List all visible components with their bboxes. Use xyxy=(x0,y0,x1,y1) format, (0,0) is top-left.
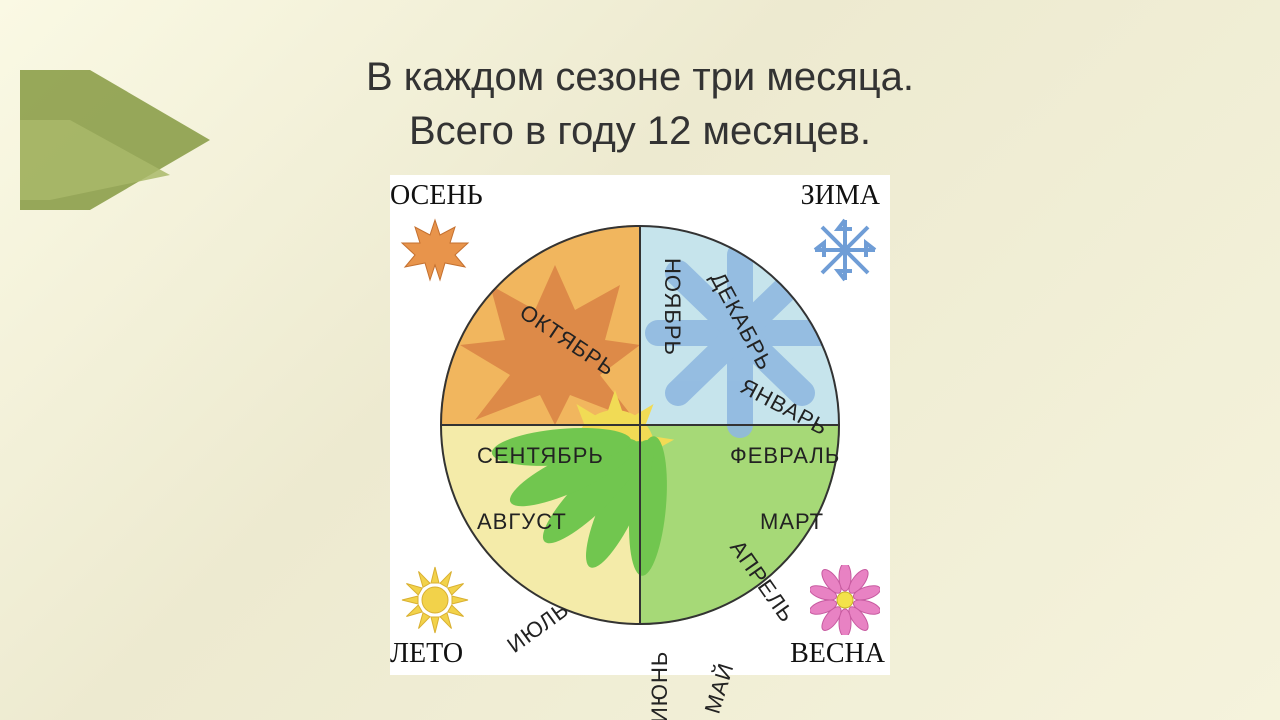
seasons-chart: ОСЕНЬ ЗИМА ЛЕТО ВЕСНА xyxy=(390,175,890,675)
month-декабрь: ДЕКАБРЬ xyxy=(705,268,778,375)
month-июль: ИЮЛЬ xyxy=(502,596,574,658)
title-line-1: В каждом сезоне три месяца. xyxy=(0,50,1280,104)
label-winter: ЗИМА xyxy=(801,180,880,212)
month-февраль: ФЕВРАЛЬ xyxy=(730,443,840,469)
slide-title: В каждом сезоне три месяца. Всего в году… xyxy=(0,50,1280,158)
months-layer: НОЯБРЬ ДЕКАБРЬ ОКТЯБРЬ ЯНВАРЬ СЕНТЯБРЬ ФЕВРАЛ… xyxy=(440,225,840,625)
month-январь: ЯНВАРЬ xyxy=(736,374,833,442)
title-line-2: Всего в году 12 месяцев. xyxy=(0,104,1280,158)
month-август: АВГУСТ xyxy=(477,509,567,535)
month-июнь: ИЮНЬ xyxy=(647,651,673,720)
seasons-circle: НОЯБРЬ ДЕКАБРЬ ОКТЯБРЬ ЯНВАРЬ СЕНТЯБРЬ ФЕВРАЛ… xyxy=(440,225,840,625)
label-spring: ВЕСНА xyxy=(790,638,885,670)
month-ноябрь: НОЯБРЬ xyxy=(659,258,685,356)
month-сентябрь: СЕНТЯБРЬ xyxy=(477,443,604,469)
month-март: МАРТ xyxy=(760,509,824,535)
month-апрель: АПРЕЛЬ xyxy=(724,536,799,628)
label-summer: ЛЕТО xyxy=(390,638,463,670)
label-autumn: ОСЕНЬ xyxy=(390,180,483,212)
month-октябрь: ОКТЯБРЬ xyxy=(515,299,620,382)
